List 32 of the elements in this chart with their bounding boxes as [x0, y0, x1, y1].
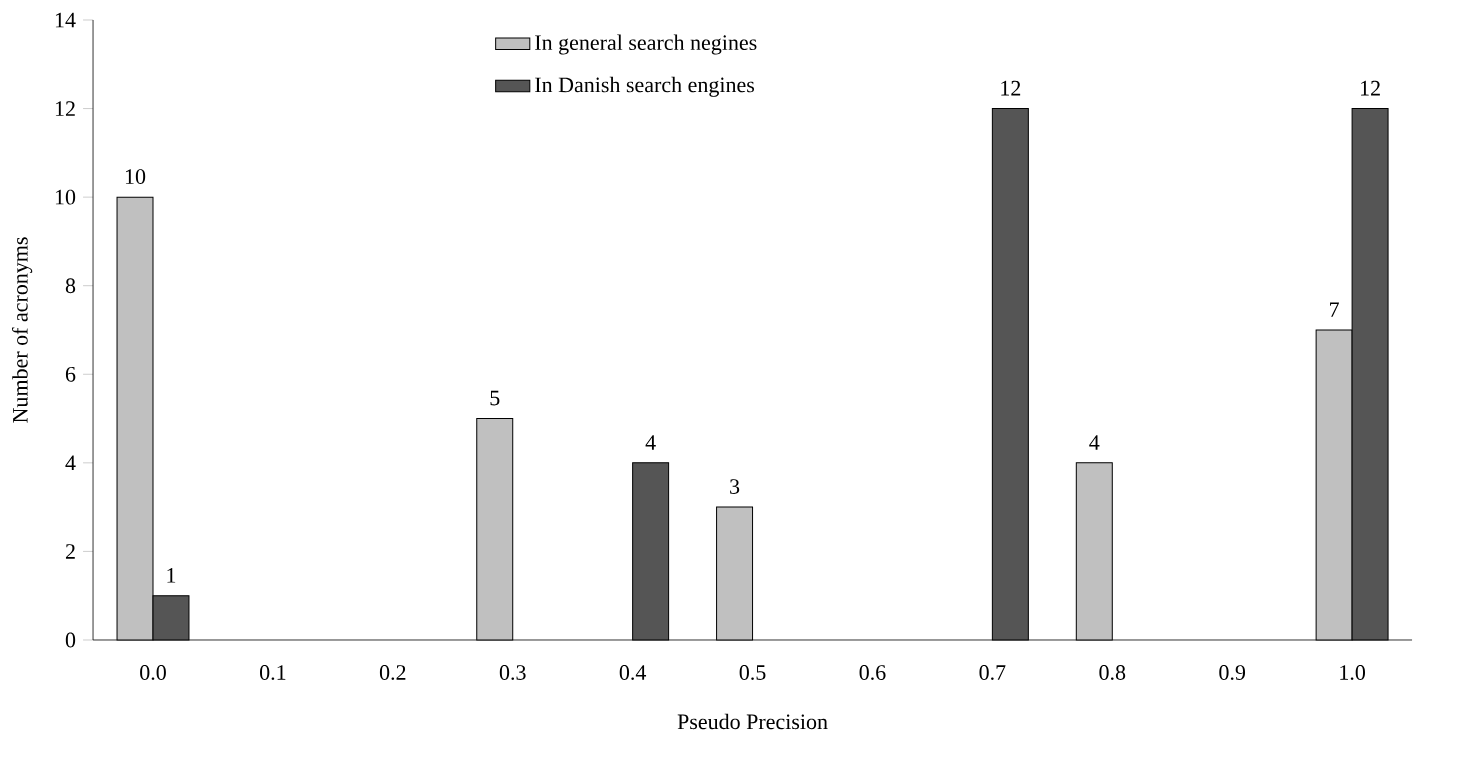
data-label: 1 — [167, 568, 176, 583]
data-label: 12 — [1001, 80, 1021, 96]
y-tick-label: 6 — [65, 366, 76, 382]
data-label: 3 — [730, 479, 740, 494]
data-label: 10 — [125, 169, 146, 184]
x-tick-label: 1.0 — [1340, 665, 1366, 680]
x-tick-label: 0.9 — [1219, 665, 1246, 680]
x-tick-label: 0.4 — [619, 665, 647, 680]
data-label: 4 — [645, 435, 656, 450]
y-tick-label: 12 — [55, 101, 75, 116]
data-label: 5 — [490, 390, 500, 406]
y-tick-label: 4 — [65, 455, 76, 471]
legend-label: In Danish search engines — [535, 76, 755, 97]
x-tick-label: 0.7 — [979, 665, 1006, 680]
x-tick-label: 0.1 — [260, 665, 286, 680]
x-tick-label: 0.6 — [859, 665, 886, 680]
x-axis-title: Pseudo Precision — [677, 713, 828, 730]
y-axis-title: Number of acronyms — [12, 237, 33, 423]
data-label: 7 — [1330, 302, 1339, 317]
x-tick-label: 0.3 — [499, 665, 526, 680]
y-tick-label: 0 — [65, 632, 76, 648]
x-tick-label: 0.8 — [1099, 665, 1126, 680]
y-tick-label: 2 — [65, 544, 75, 559]
y-tick-label: 14 — [55, 12, 76, 28]
x-tick-label: 0.5 — [739, 665, 766, 680]
data-label: 12 — [1361, 80, 1380, 96]
x-tick-label: 0.2 — [379, 665, 406, 680]
x-tick-label: 0.0 — [140, 665, 166, 680]
data-label: 4 — [1089, 435, 1100, 450]
y-tick-label: 8 — [65, 278, 76, 294]
y-tick-label: 10 — [55, 189, 76, 205]
legend-label: In general search negines — [535, 34, 757, 55]
